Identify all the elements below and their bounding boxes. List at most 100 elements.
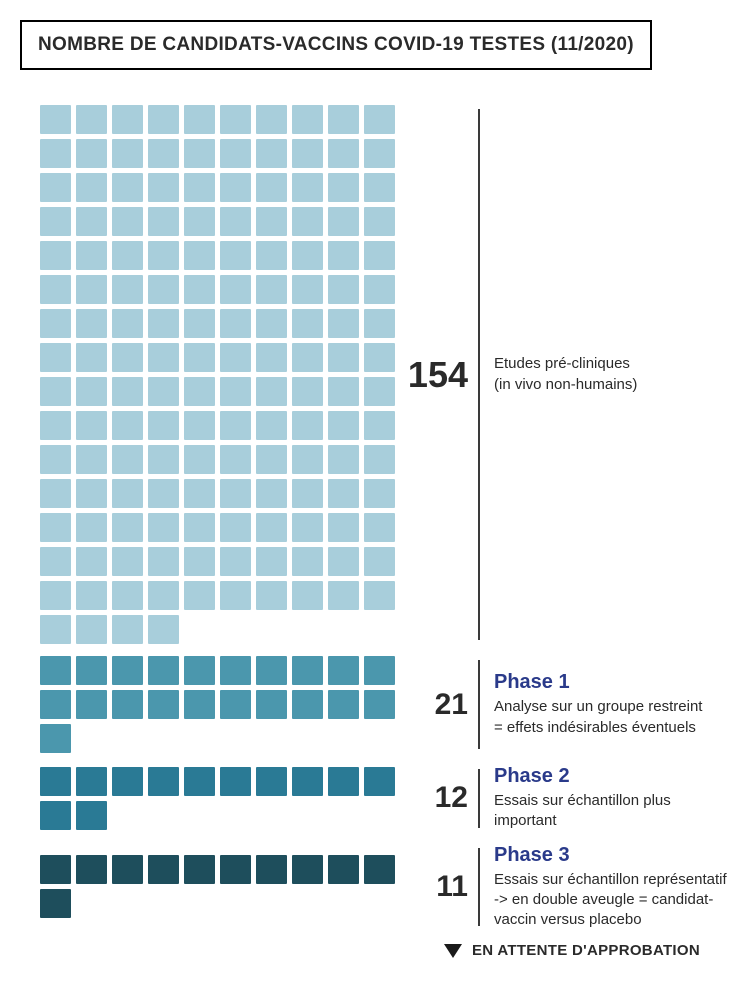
unit-square	[112, 615, 143, 644]
count-phase3: 11	[400, 870, 478, 904]
unit-square	[256, 173, 287, 202]
unit-square	[112, 445, 143, 474]
unit-square	[148, 445, 179, 474]
unit-square	[328, 105, 359, 134]
unit-square	[328, 581, 359, 610]
unit-square	[256, 105, 287, 134]
unit-square	[364, 581, 395, 610]
unit-square	[184, 207, 215, 236]
unit-square	[76, 105, 107, 134]
unit-square	[328, 207, 359, 236]
unit-square	[184, 445, 215, 474]
unit-square	[76, 275, 107, 304]
unit-square	[292, 547, 323, 576]
unit-square	[364, 139, 395, 168]
unit-square	[328, 377, 359, 406]
unit-square	[112, 656, 143, 685]
unit-square	[148, 275, 179, 304]
unit-square	[328, 855, 359, 884]
unit-square	[76, 615, 107, 644]
unit-square	[112, 139, 143, 168]
unit-square	[292, 139, 323, 168]
unit-square	[148, 411, 179, 440]
unit-square	[148, 690, 179, 719]
desc-preclinical: Etudes pré-cliniques(in vivo non-humains…	[480, 354, 730, 395]
unit-square	[112, 309, 143, 338]
unit-square	[76, 479, 107, 508]
desc-text-phase1: Analyse sur un groupe restreint= effets …	[494, 697, 730, 738]
unit-square	[328, 173, 359, 202]
unit-square	[220, 309, 251, 338]
unit-square	[184, 767, 215, 796]
unit-square	[328, 479, 359, 508]
unit-square	[292, 411, 323, 440]
unit-square	[256, 343, 287, 372]
unit-square	[292, 173, 323, 202]
unit-square	[184, 105, 215, 134]
unit-square	[364, 309, 395, 338]
unit-square	[220, 445, 251, 474]
unit-square	[364, 411, 395, 440]
count-phase2: 12	[400, 781, 478, 815]
squares-phase1	[20, 656, 400, 753]
unit-square	[40, 547, 71, 576]
unit-square	[256, 513, 287, 542]
unit-square	[40, 139, 71, 168]
squares-preclinical	[20, 105, 400, 644]
desc-phase3: Phase 3Essais sur échantillon représenta…	[480, 844, 730, 931]
triangle-down-icon	[444, 944, 462, 958]
unit-square	[112, 275, 143, 304]
count-phase1: 21	[400, 688, 478, 722]
unit-square	[40, 690, 71, 719]
unit-square	[364, 855, 395, 884]
unit-square	[40, 801, 71, 830]
unit-square	[292, 207, 323, 236]
unit-square	[184, 309, 215, 338]
unit-square	[184, 513, 215, 542]
unit-square	[328, 343, 359, 372]
page-title: NOMBRE DE CANDIDATS-VACCINS COVID-19 TES…	[38, 34, 634, 55]
unit-square	[40, 207, 71, 236]
unit-square	[112, 105, 143, 134]
unit-square	[328, 241, 359, 270]
unit-square	[220, 241, 251, 270]
unit-square	[364, 173, 395, 202]
unit-square	[292, 581, 323, 610]
unit-square	[256, 445, 287, 474]
unit-square	[184, 581, 215, 610]
unit-square	[40, 513, 71, 542]
desc-phase2: Phase 2Essais sur échantillon plus impor…	[480, 765, 730, 832]
count-preclinical: 154	[400, 354, 478, 396]
unit-square	[184, 855, 215, 884]
unit-square	[256, 547, 287, 576]
unit-square	[292, 767, 323, 796]
unit-square	[76, 241, 107, 270]
unit-square	[148, 207, 179, 236]
squares-phase2	[20, 767, 400, 830]
unit-square	[256, 479, 287, 508]
unit-square	[112, 411, 143, 440]
unit-square	[40, 343, 71, 372]
unit-square	[76, 343, 107, 372]
unit-square	[328, 690, 359, 719]
group-phase2: 12Phase 2Essais sur échantillon plus imp…	[20, 765, 730, 832]
unit-square	[148, 767, 179, 796]
unit-square	[184, 479, 215, 508]
unit-square	[40, 767, 71, 796]
unit-square	[148, 581, 179, 610]
unit-square	[40, 656, 71, 685]
unit-square	[364, 767, 395, 796]
unit-square	[148, 241, 179, 270]
desc-text-preclinical: Etudes pré-cliniques(in vivo non-humains…	[494, 354, 730, 395]
unit-square	[292, 343, 323, 372]
unit-square	[40, 445, 71, 474]
unit-square	[76, 855, 107, 884]
unit-square	[364, 207, 395, 236]
unit-square	[292, 690, 323, 719]
footer-text: EN ATTENTE D'APPROBATION	[472, 942, 700, 959]
unit-square	[76, 656, 107, 685]
unit-square	[256, 377, 287, 406]
unit-square	[40, 411, 71, 440]
unit-square	[148, 173, 179, 202]
unit-square	[364, 656, 395, 685]
